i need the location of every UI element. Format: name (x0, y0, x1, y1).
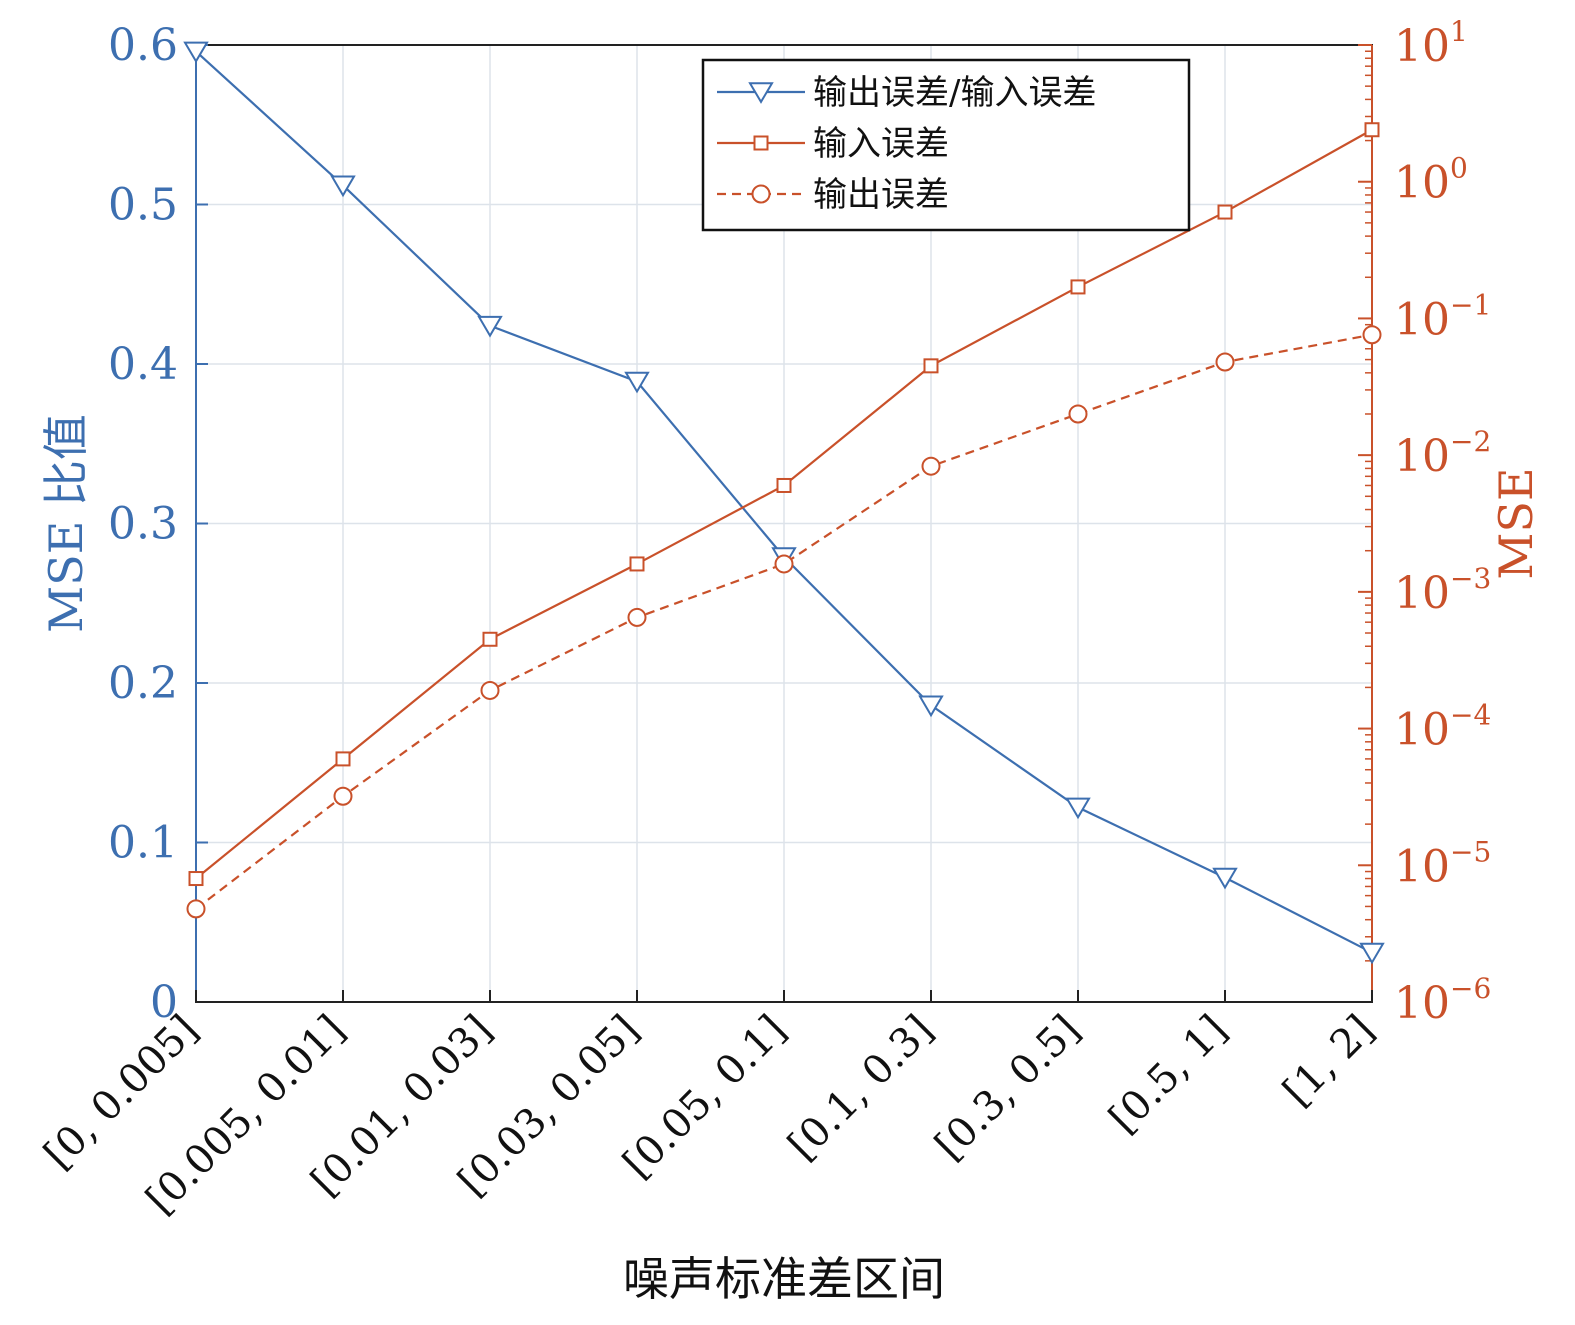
data-point (1217, 204, 1233, 220)
left-y-axis-label: MSE 比值 (39, 414, 93, 633)
left-tick-label: 0.4 (108, 339, 178, 390)
x-tick-label: [0.5, 1] (1101, 1007, 1237, 1143)
right-tick-base: 10 (1394, 431, 1450, 482)
left-tick-label: 0.5 (108, 180, 178, 231)
right-tick-label: 10−2 (1394, 425, 1491, 482)
data-point (480, 680, 500, 700)
right-tick-base: 10 (1394, 568, 1450, 619)
data-point (627, 607, 647, 627)
left-tick-label: 0.1 (108, 818, 178, 869)
data-point (629, 556, 645, 572)
right-tick-exponent: −6 (1450, 972, 1491, 1005)
right-tick-exponent: 1 (1450, 15, 1468, 48)
data-point (1362, 325, 1382, 345)
series-line (195, 333, 1373, 910)
series-2 (186, 325, 1382, 919)
right-tick-label: 10−6 (1394, 972, 1491, 1029)
x-tick-label: [0.3, 0.5] (927, 1007, 1090, 1170)
data-point (923, 358, 939, 374)
data-point (1215, 352, 1235, 372)
legend-box (701, 58, 1191, 232)
right-tick-base: 10 (1394, 841, 1450, 892)
right-tick-base: 10 (1394, 705, 1450, 756)
data-point (183, 41, 209, 64)
data-point (1212, 867, 1238, 890)
left-tick-label: 0.6 (108, 20, 178, 71)
right-tick-exponent: −2 (1450, 425, 1491, 458)
data-point (477, 315, 503, 338)
data-point (188, 871, 204, 887)
right-tick-label: 101 (1394, 15, 1468, 72)
data-point (186, 899, 206, 919)
right-tick-base: 10 (1394, 158, 1450, 209)
data-point (1065, 797, 1091, 820)
data-point (1364, 122, 1380, 138)
left-tick-label: 0.2 (108, 658, 178, 709)
right-tick-label: 10−5 (1394, 835, 1491, 892)
data-point (1068, 404, 1088, 424)
series-layer (183, 41, 1385, 965)
series-1 (188, 122, 1380, 887)
right-tick-label: 10−4 (1394, 699, 1491, 756)
right-tick-exponent: −1 (1450, 288, 1491, 321)
legend-label: 输出误差 (813, 175, 949, 215)
left-tick-label: 0.3 (108, 499, 178, 550)
right-tick-label: 10−3 (1394, 562, 1491, 619)
right-tick-label: 100 (1394, 152, 1468, 209)
right-y-axis-label: MSE (1489, 467, 1543, 579)
right-tick-base: 10 (1394, 978, 1450, 1029)
legend-marker (748, 82, 774, 104)
x-axis: [0, 0.005][0.005, 0.01][0.01, 0.03][0.03… (36, 990, 1383, 1223)
data-point (1359, 942, 1385, 965)
data-point (624, 371, 650, 394)
left-tick-label: 0 (150, 977, 178, 1028)
data-point (776, 477, 792, 493)
right-tick-label: 10−1 (1394, 288, 1491, 345)
right-tick-base: 10 (1394, 294, 1450, 345)
x-tick-label: [0.1, 0.3] (780, 1007, 943, 1170)
data-point (335, 751, 351, 767)
data-point (482, 631, 498, 647)
legend-marker (751, 184, 771, 204)
data-point (774, 554, 794, 574)
legend-label: 输入误差 (813, 124, 949, 164)
right-tick-exponent: −3 (1450, 562, 1491, 595)
x-tick-label: [1, 2] (1274, 1007, 1383, 1116)
right-tick-base: 10 (1394, 21, 1450, 72)
right-tick-exponent: 0 (1450, 152, 1468, 185)
data-point (1070, 279, 1086, 295)
data-point (921, 456, 941, 476)
right-tick-exponent: −5 (1450, 835, 1491, 868)
x-axis-label: 噪声标准差区间 (623, 1252, 945, 1306)
legend-marker (753, 135, 769, 151)
data-point (918, 695, 944, 718)
right-tick-exponent: −4 (1450, 699, 1491, 732)
data-point (330, 175, 356, 198)
left-axis: 0 0.1 0.2 0.3 0.4 0.5 0.6 (108, 20, 208, 1028)
data-point (333, 786, 353, 806)
legend-label: 输出误差/输入误差 (813, 73, 1096, 113)
